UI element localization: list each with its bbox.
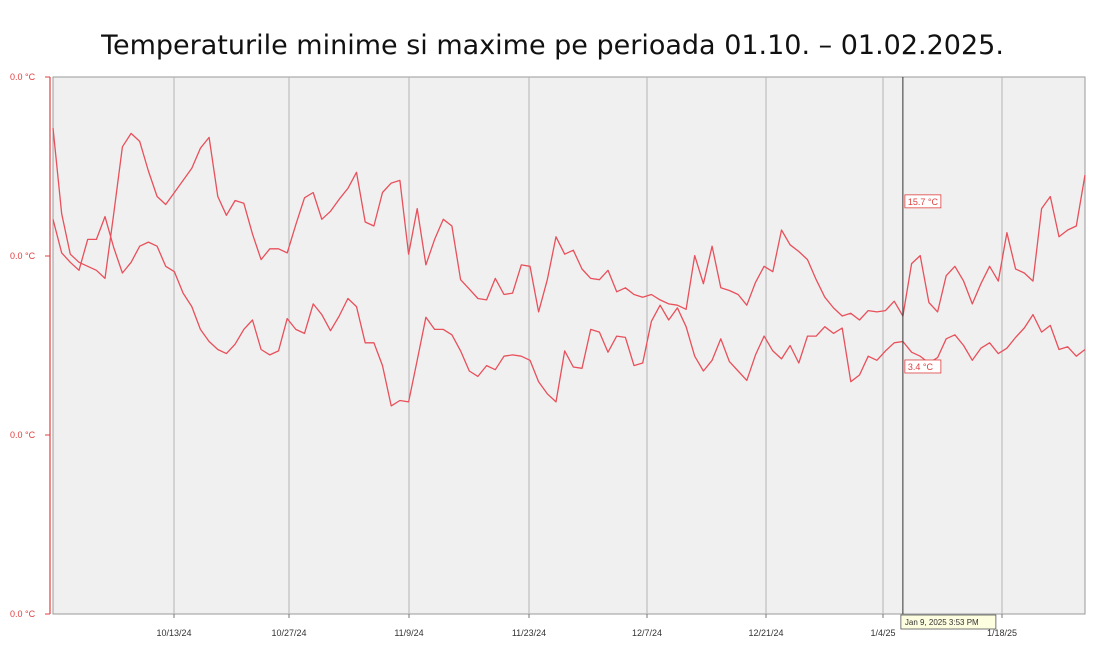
x-tick-label: 12/7/24 [632, 628, 662, 638]
annotation-box [904, 359, 942, 374]
y-tick-label: 0.0 °C [10, 609, 36, 619]
cursor-readout-label: Jan 9, 2025 3:53 PM [905, 618, 979, 627]
chart-title: Temperaturile minime si maxime pe perioa… [101, 30, 1004, 61]
value-annotation: 3.4 °C [904, 359, 942, 374]
cursor-readout-box [900, 614, 997, 630]
x-tick-label: 10/13/24 [156, 628, 191, 638]
plot-area [52, 76, 1086, 615]
x-axis-ticks: 10/13/24 10/27/24 11/9/24 11/23/24 12/7/24 12… [156, 614, 1017, 638]
x-tick-label: 1/4/25 [870, 628, 895, 638]
y-axis-ticks: 0.0 °C 0.0 °C 0.0 °C 0.0 °C [10, 72, 50, 619]
annotation-box [904, 194, 942, 209]
x-tick-label: 1/18/25 [987, 628, 1017, 638]
x-tick-label: 11/23/24 [512, 628, 546, 638]
y-tick-label: 0.0 °C [10, 251, 36, 261]
y-tick-label: 0.0 °C [10, 72, 36, 82]
vertical-gridlines [173, 77, 1003, 614]
series-line-2 [52, 215, 1086, 407]
y-tick-label: 0.0 °C [10, 430, 36, 440]
series-line-1 [52, 127, 1086, 321]
series-lines [52, 127, 1086, 407]
cursor-readout: Jan 9, 2025 3:53 PM [900, 614, 997, 630]
x-tick-label: 12/21/24 [748, 628, 783, 638]
annotation-label: 15.7 °C [908, 197, 939, 207]
value-annotation: 15.7 °C [904, 194, 942, 209]
x-tick-label: 10/27/24 [271, 628, 306, 638]
x-tick-label: 11/9/24 [394, 628, 423, 638]
annotation-label: 3.4 °C [908, 362, 934, 372]
value-annotations: 15.7 °C 3.4 °C [904, 194, 942, 374]
